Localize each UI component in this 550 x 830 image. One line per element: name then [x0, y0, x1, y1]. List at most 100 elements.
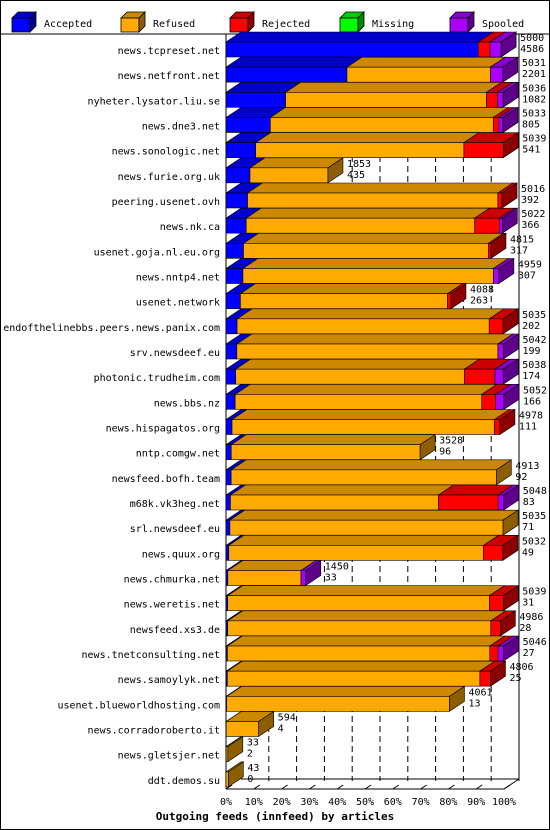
bar-segment-top-refused — [254, 132, 480, 143]
bar-total-label: 4806 — [509, 662, 533, 673]
bar-rows: news.tcpreset.net50004586news.netfront.n… — [3, 31, 547, 788]
bar-accepted-label: 317 — [510, 245, 528, 256]
x-tick — [225, 784, 233, 790]
bar-segment-refused — [255, 142, 465, 158]
bar-end-face — [258, 710, 274, 738]
bar-segment-rejected — [492, 117, 500, 133]
bar-total-label: 5036 — [522, 83, 546, 94]
bar-end-face — [500, 31, 517, 58]
bar-segment-top-refused — [226, 610, 507, 622]
legend-item-rejected: Rejected — [229, 11, 310, 33]
bar-segment-top-refused — [284, 82, 503, 93]
bar-segment-spooled — [497, 645, 504, 662]
bar-segment-accepted — [225, 92, 286, 108]
legend-item-missing: Missing — [339, 11, 414, 33]
bar-segment-accepted — [225, 268, 244, 284]
bar-segment-top-refused — [229, 484, 455, 496]
bar-total-label: 5031 — [522, 58, 546, 69]
bar-accepted-label: 25 — [509, 673, 521, 684]
bar-segment-rejected — [481, 394, 496, 410]
bar-total-label: 5038 — [522, 360, 546, 371]
bar-segment-accepted — [225, 469, 232, 486]
bar-total-label: 5039 — [522, 587, 546, 598]
bar-segment-refused — [226, 696, 450, 712]
bar-segment-top-refused — [226, 660, 496, 672]
legend-item-refused: Refused — [120, 11, 195, 33]
bar-segment-accepted — [225, 142, 256, 158]
bar-end-face — [450, 283, 467, 310]
bar-segment-accepted — [225, 192, 248, 209]
bar-accepted-label: 4 — [278, 724, 284, 735]
bar-segment-refused — [247, 192, 499, 209]
bar-total-label: 43 — [247, 763, 259, 774]
legend-swatch — [229, 17, 249, 33]
bar-end-face — [496, 459, 512, 486]
bar-segment-top-refused — [230, 434, 437, 445]
bar-end-face — [227, 736, 244, 763]
bar-accepted-label: 366 — [521, 220, 539, 231]
bar-end-face — [502, 56, 519, 83]
x-axis-title: Outgoing feeds (innfeed) by articles — [156, 810, 394, 823]
bar-segment-rejected — [474, 217, 500, 234]
bar-total-label: 4088 — [470, 285, 494, 296]
bar-segment-top-accepted — [225, 56, 363, 68]
bar-accepted-label: 805 — [522, 120, 540, 131]
bar-segment-accepted — [225, 494, 231, 511]
bar-accepted-label: 28 — [519, 623, 531, 634]
bar-segment-spooled — [497, 92, 504, 108]
bar-segment-accepted — [225, 545, 230, 561]
bar-accepted-label: 174 — [522, 371, 540, 382]
bar-end-face — [305, 559, 322, 587]
bar-segment-top-refused — [234, 384, 498, 395]
y-category-label: srl.newsdeef.eu — [130, 524, 220, 535]
bar-accepted-label: 1082 — [522, 94, 546, 105]
bar-end-face — [501, 182, 518, 209]
legend-swatch — [11, 17, 31, 33]
bar-segment-spooled — [300, 570, 307, 586]
x-tick — [309, 784, 316, 790]
bar-segment-refused — [236, 343, 499, 360]
bar-segment-refused — [229, 519, 504, 536]
bar-total-label: 5000 — [520, 33, 544, 44]
bar-segment-accepted — [225, 41, 479, 58]
y-category-label: news.hispagatos.org — [106, 424, 220, 435]
y-category-label: usenet.network — [136, 298, 220, 309]
x-tick-label: 20% — [273, 797, 291, 808]
legend-label: Accepted — [44, 19, 92, 30]
bar-accepted-label: 166 — [523, 396, 541, 407]
bar-accepted-label: 2 — [247, 749, 253, 760]
bar-segment-accepted — [225, 243, 244, 259]
bar-accepted-label: 33 — [325, 573, 337, 584]
x-tick-label: 50% — [356, 797, 374, 808]
x-tick — [503, 784, 511, 790]
bar-total-label: 5035 — [522, 511, 546, 522]
bar-total-label: 5052 — [523, 385, 547, 396]
x-tick-label: 40% — [328, 797, 346, 808]
bar-segment-accepted — [225, 293, 241, 309]
bar-total-label: 4959 — [518, 260, 542, 271]
y-category-label: ddt.demos.su — [148, 776, 220, 787]
legend-swatch-side — [467, 11, 475, 33]
bar-segment-accepted — [225, 66, 348, 83]
legend-swatch-side — [29, 11, 37, 33]
bar-segment-top-refused — [230, 459, 513, 471]
bar-segment-refused — [230, 494, 439, 511]
bar-segment-refused — [230, 444, 421, 460]
bar-total-label: 1853 — [347, 159, 371, 170]
legend-swatch — [339, 17, 359, 33]
bar-segment-top-refused — [225, 686, 466, 697]
bar-segment-refused — [235, 368, 465, 385]
y-category-label: news.tcpreset.net — [118, 46, 220, 57]
x-tick — [336, 784, 344, 790]
bar-accepted-label: 2201 — [522, 69, 546, 80]
bar-accepted-label: 202 — [522, 321, 540, 332]
bar-segment-rejected — [486, 92, 498, 108]
